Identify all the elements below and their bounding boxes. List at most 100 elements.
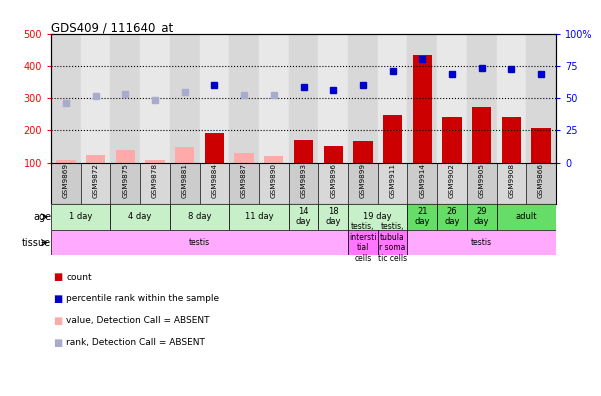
Bar [348,204,407,230]
Bar [264,156,284,163]
Bar [502,118,521,163]
Text: ■: ■ [53,272,62,282]
Text: ■: ■ [53,337,62,348]
Bar [111,204,170,230]
Bar [319,163,348,204]
Bar [81,163,111,204]
Bar [319,204,348,230]
Text: GSM9887: GSM9887 [241,164,247,198]
Text: 26
day: 26 day [444,207,460,227]
Text: testis: testis [471,238,492,247]
Bar [229,163,259,204]
Bar [407,163,437,204]
Bar [288,163,319,204]
Text: value, Detection Call = ABSENT: value, Detection Call = ABSENT [66,316,210,325]
Bar [526,163,556,204]
Bar [115,150,135,163]
Bar [378,163,407,204]
Text: GSM9866: GSM9866 [538,164,544,198]
Text: GSM9884: GSM9884 [212,164,218,198]
Bar [175,147,194,163]
Bar [259,34,288,163]
Text: rank, Detection Call = ABSENT: rank, Detection Call = ABSENT [66,338,205,347]
Text: ■: ■ [53,316,62,326]
Text: GSM9902: GSM9902 [449,164,455,198]
Text: GSM9869: GSM9869 [63,164,69,198]
Bar [348,34,378,163]
Bar [353,141,373,163]
Bar [259,163,288,204]
Text: testis,
intersti
tial
cells: testis, intersti tial cells [349,223,377,263]
Text: 19 day: 19 day [364,212,392,221]
Text: 18
day: 18 day [326,207,341,227]
Bar [442,118,462,163]
Bar [407,204,437,230]
Bar [437,163,467,204]
Bar [86,154,105,163]
Text: adult: adult [516,212,537,221]
Bar [170,204,229,230]
Text: GSM9899: GSM9899 [360,164,366,198]
Text: GSM9890: GSM9890 [271,164,277,198]
Bar [51,204,111,230]
Bar [288,204,319,230]
Text: 11 day: 11 day [245,212,273,221]
Bar [407,230,556,255]
Text: count: count [66,273,92,282]
Bar [294,140,313,163]
Text: tissue: tissue [22,238,51,248]
Bar [51,34,81,163]
Bar [51,163,81,204]
Bar [437,34,467,163]
Bar [111,163,140,204]
Bar [205,133,224,163]
Bar [229,34,259,163]
Text: 4 day: 4 day [129,212,152,221]
Text: 8 day: 8 day [188,212,212,221]
Text: 21
day: 21 day [415,207,430,227]
Bar [140,163,170,204]
Bar [496,163,526,204]
Bar [323,147,343,163]
Text: testis: testis [189,238,210,247]
Text: GSM9893: GSM9893 [300,164,307,198]
Bar [413,55,432,163]
Text: 14
day: 14 day [296,207,311,227]
Text: percentile rank within the sample: percentile rank within the sample [66,295,219,303]
Bar [170,163,200,204]
Text: GSM9896: GSM9896 [330,164,336,198]
Bar [437,204,467,230]
Bar [407,34,437,163]
Bar [111,34,140,163]
Bar [200,34,229,163]
Bar [51,230,348,255]
Text: GSM9878: GSM9878 [152,164,158,198]
Bar [319,34,348,163]
Bar [81,34,111,163]
Text: ■: ■ [53,294,62,304]
Bar [140,34,170,163]
Bar [348,230,378,255]
Text: GSM9881: GSM9881 [182,164,188,198]
Bar [467,163,496,204]
Bar [496,34,526,163]
Bar [378,34,407,163]
Text: GSM9914: GSM9914 [419,164,426,198]
Bar [526,34,556,163]
Text: GSM9908: GSM9908 [508,164,514,198]
Bar [145,160,165,163]
Text: age: age [33,212,51,222]
Bar [288,34,319,163]
Bar [378,230,407,255]
Text: GSM9911: GSM9911 [389,164,395,198]
Text: GDS409 / 111640_at: GDS409 / 111640_at [51,21,173,34]
Bar [531,128,551,163]
Text: testis,
tubula
r soma
tic cells: testis, tubula r soma tic cells [378,223,407,263]
Bar [383,115,402,163]
Bar [170,34,200,163]
Bar [472,107,492,163]
Bar [467,204,496,230]
Bar [234,153,254,163]
Bar [229,204,288,230]
Text: 29
day: 29 day [474,207,489,227]
